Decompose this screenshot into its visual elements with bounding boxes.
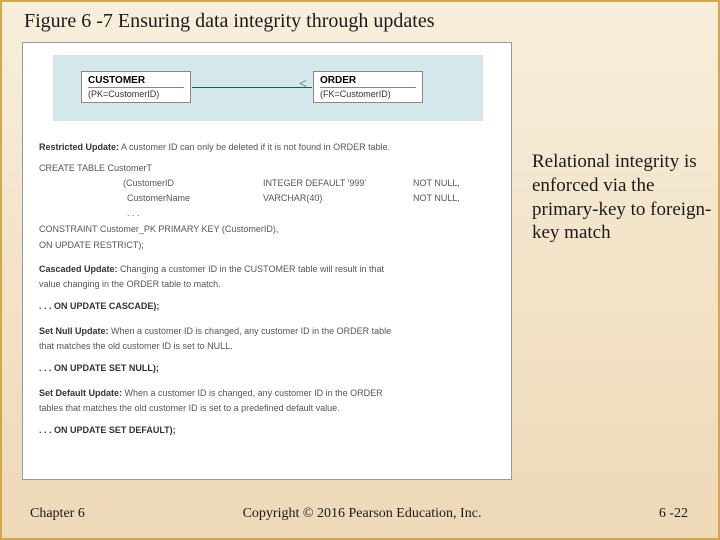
er-diagram: CUSTOMER (PK=CustomerID) ORDER (FK=Custo…: [53, 55, 483, 121]
sql-constraint: CONSTRAINT Customer_PK PRIMARY KEY (Cust…: [39, 224, 278, 234]
annotation-text: Relational integrity is enforced via the…: [532, 150, 712, 245]
entity-order: ORDER (FK=CustomerID): [313, 71, 423, 103]
sql-on-setnull: . . . ON UPDATE SET NULL);: [39, 363, 159, 373]
cascaded-update-text-2: value changing in the ORDER table to mat…: [39, 278, 221, 291]
cascaded-update-text: Cascaded Update: Changing a customer ID …: [39, 263, 384, 276]
content-panel: CUSTOMER (PK=CustomerID) ORDER (FK=Custo…: [22, 42, 512, 480]
restricted-update-text: Restricted Update: A customer ID can onl…: [39, 141, 390, 154]
entity-key: (FK=CustomerID): [320, 89, 416, 99]
footer-page: 6 -22: [659, 506, 688, 522]
entity-customer: CUSTOMER (PK=CustomerID): [81, 71, 191, 103]
sql-on-cascade: . . . ON UPDATE CASCADE);: [39, 301, 159, 311]
relationship-line: [192, 87, 312, 88]
sql-col2-name: CustomerName: [127, 193, 190, 203]
sql-on-setdefault: . . . ON UPDATE SET DEFAULT);: [39, 425, 176, 435]
entity-name: CUSTOMER: [88, 75, 184, 88]
sql-col1-type: INTEGER DEFAULT '999': [263, 178, 366, 188]
sql-dots: . . .: [127, 208, 140, 218]
sql-col2-null: NOT NULL,: [413, 193, 460, 203]
sql-create: CREATE TABLE CustomerT: [39, 163, 152, 173]
sql-col1-name: (CustomerID: [123, 178, 174, 188]
footer-copyright: Copyright © 2016 Pearson Education, Inc.: [2, 506, 720, 522]
sql-on-restrict: ON UPDATE RESTRICT);: [39, 240, 144, 250]
setdefault-update-text-2: tables that matches the old customer ID …: [39, 402, 340, 415]
setnull-update-text: Set Null Update: When a customer ID is c…: [39, 325, 391, 338]
entity-name: ORDER: [320, 75, 416, 88]
sql-col2-type: VARCHAR(40): [263, 193, 322, 203]
setnull-update-text-2: that matches the old customer ID is set …: [39, 340, 233, 353]
crowfoot-icon: <: [299, 78, 307, 92]
setdefault-update-text: Set Default Update: When a customer ID i…: [39, 387, 383, 400]
entity-key: (PK=CustomerID): [88, 89, 184, 99]
sql-col1-null: NOT NULL,: [413, 178, 460, 188]
figure-title: Figure 6 -7 Ensuring data integrity thro…: [24, 10, 434, 33]
